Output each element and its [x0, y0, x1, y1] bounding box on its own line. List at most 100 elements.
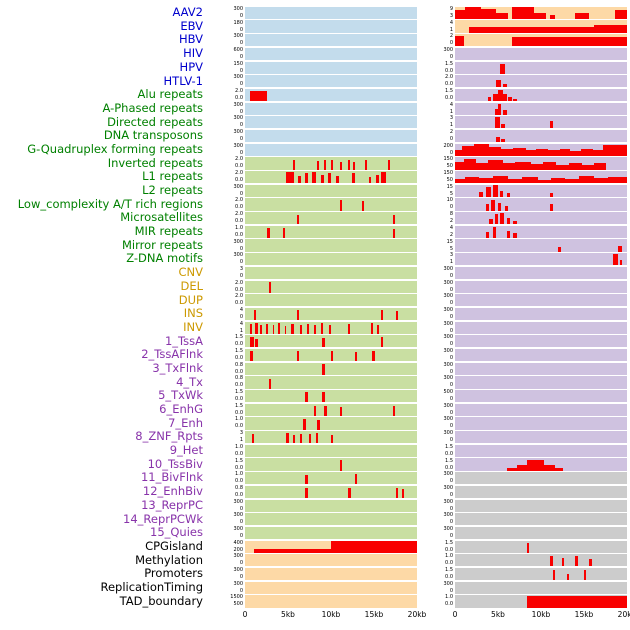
track-panel-left[interactable]: [245, 225, 417, 238]
track-panel-right[interactable]: [455, 472, 627, 485]
signal-bar: [250, 90, 268, 102]
track-panel-left[interactable]: [245, 184, 417, 197]
track-panel-left[interactable]: [245, 499, 417, 512]
track-panel-left[interactable]: [245, 47, 417, 60]
track-panel-right[interactable]: [455, 348, 627, 362]
track-panel-left[interactable]: [245, 88, 417, 102]
track-panel-left[interactable]: [245, 581, 417, 594]
track-panel-right[interactable]: [455, 34, 627, 47]
y-tick-label: 150: [443, 156, 453, 163]
track-panel-right[interactable]: [455, 307, 627, 321]
track-panel-right[interactable]: [455, 390, 627, 403]
signal-bar: [308, 434, 311, 444]
track-panel-left[interactable]: [245, 335, 417, 348]
track-panel-right[interactable]: [455, 280, 627, 293]
track-panel-right[interactable]: [455, 595, 627, 608]
track-panel-right[interactable]: [455, 239, 627, 252]
track-panel-right[interactable]: [455, 88, 627, 102]
track-panel-right[interactable]: [455, 444, 627, 457]
track-panel-right[interactable]: [455, 253, 627, 266]
track-panel-left[interactable]: [245, 253, 417, 266]
track-panel-left[interactable]: [245, 34, 417, 47]
track-panel-right[interactable]: [455, 266, 627, 279]
track-panel-right[interactable]: [455, 102, 627, 115]
track-panel-right[interactable]: [455, 129, 627, 143]
track-panel-right[interactable]: [455, 198, 627, 211]
track-panel-right[interactable]: [455, 362, 627, 375]
track-panel-left[interactable]: [245, 417, 417, 430]
track-row-15-quies: 15_Quies 300 0 300 0: [0, 526, 630, 540]
track-label: EBV: [180, 18, 203, 33]
track-panel-right[interactable]: [455, 184, 627, 197]
track-panel-left[interactable]: [245, 348, 417, 362]
track-panel-left[interactable]: [245, 567, 417, 581]
track-panel-left[interactable]: [245, 129, 417, 143]
y-tick-label: 300: [233, 512, 243, 519]
track-panel-left[interactable]: [245, 198, 417, 211]
track-panel-right[interactable]: [455, 540, 627, 553]
y-tick-label: 300: [233, 580, 243, 587]
track-panel-right[interactable]: [455, 376, 627, 389]
track-panel-left[interactable]: [245, 171, 417, 184]
track-panel-right[interactable]: [455, 335, 627, 348]
track-panel-right[interactable]: [455, 526, 627, 540]
track-panel-left[interactable]: [245, 20, 417, 33]
track-panel-left[interactable]: [245, 390, 417, 403]
track-panel-left[interactable]: [245, 157, 417, 170]
signal-bar: [298, 175, 302, 184]
track-panel-right[interactable]: [455, 75, 627, 88]
track-panel-left[interactable]: [245, 526, 417, 540]
track-panel-right[interactable]: [455, 225, 627, 238]
track-panel-right[interactable]: [455, 212, 627, 225]
track-panel-right[interactable]: [455, 6, 627, 19]
track-panel-left[interactable]: [245, 444, 417, 457]
track-panel-right[interactable]: [455, 499, 627, 512]
track-panel-right[interactable]: [455, 20, 627, 33]
track-panel-left[interactable]: [245, 540, 417, 553]
track-panel-right[interactable]: [455, 513, 627, 526]
track-panel-right[interactable]: [455, 458, 627, 471]
track-panel-left[interactable]: [245, 212, 417, 225]
track-panel-right[interactable]: [455, 294, 627, 307]
track-panel-left[interactable]: [245, 61, 417, 74]
track-panel-left[interactable]: [245, 102, 417, 115]
track-panel-right[interactable]: [455, 554, 627, 567]
track-panel-left[interactable]: [245, 403, 417, 416]
track-panel-left[interactable]: [245, 116, 417, 129]
signal-bar: [250, 351, 253, 362]
track-panel-left[interactable]: [245, 143, 417, 156]
track-panel-right[interactable]: [455, 143, 627, 156]
track-panel-left[interactable]: [245, 75, 417, 88]
track-panel-right[interactable]: [455, 61, 627, 74]
track-panel-right[interactable]: [455, 567, 627, 581]
track-panel-right[interactable]: [455, 485, 627, 498]
signal-bar: [527, 460, 545, 471]
track-panel-left[interactable]: [245, 6, 417, 19]
track-panel-left[interactable]: [245, 472, 417, 485]
track-panel-left[interactable]: [245, 294, 417, 307]
track-panel-left[interactable]: [245, 307, 417, 321]
track-panel-left[interactable]: [245, 376, 417, 389]
signal-bar: [491, 199, 496, 211]
track-panel-left[interactable]: [245, 362, 417, 375]
track-panel-right[interactable]: [455, 47, 627, 60]
track-panel-right[interactable]: [455, 116, 627, 129]
track-panel-left[interactable]: [245, 266, 417, 279]
track-panel-left[interactable]: [245, 513, 417, 526]
track-panel-left[interactable]: [245, 239, 417, 252]
track-panel-right[interactable]: [455, 171, 627, 184]
track-panel-left[interactable]: [245, 458, 417, 471]
track-panel-left[interactable]: [245, 280, 417, 293]
track-panel-left[interactable]: [245, 485, 417, 498]
track-panel-right[interactable]: [455, 581, 627, 594]
y-tick-label: 0: [239, 519, 243, 526]
track-panel-left[interactable]: [245, 554, 417, 567]
track-panel-right[interactable]: [455, 431, 627, 444]
track-panel-right[interactable]: [455, 321, 627, 334]
track-panel-right[interactable]: [455, 403, 627, 416]
track-panel-left[interactable]: [245, 431, 417, 444]
track-panel-left[interactable]: [245, 595, 417, 608]
track-panel-right[interactable]: [455, 417, 627, 430]
track-panel-right[interactable]: [455, 157, 627, 170]
track-panel-left[interactable]: [245, 321, 417, 334]
